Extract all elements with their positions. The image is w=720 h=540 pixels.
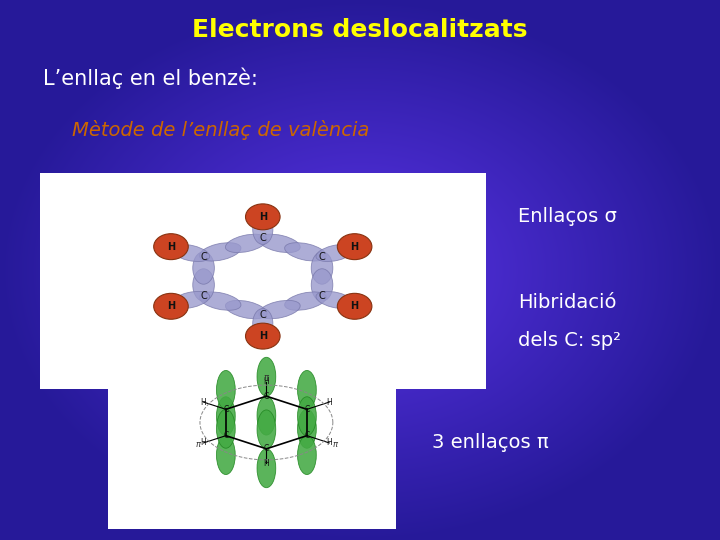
Ellipse shape [258, 234, 300, 253]
Ellipse shape [193, 269, 215, 301]
Text: H: H [264, 459, 269, 468]
Ellipse shape [171, 292, 210, 308]
Ellipse shape [217, 409, 235, 448]
Text: C: C [264, 444, 269, 453]
Ellipse shape [253, 215, 273, 245]
Ellipse shape [193, 252, 215, 284]
Text: H: H [258, 331, 267, 341]
Text: C: C [223, 431, 228, 440]
Text: H: H [201, 438, 207, 448]
Text: Mètode de l’enllaç de valència: Mètode de l’enllaç de valència [72, 119, 369, 140]
Text: C: C [200, 252, 207, 262]
FancyBboxPatch shape [40, 173, 486, 389]
Ellipse shape [316, 245, 354, 261]
Ellipse shape [225, 234, 267, 253]
Ellipse shape [217, 397, 235, 436]
Ellipse shape [284, 242, 326, 261]
Text: C: C [264, 392, 269, 401]
Text: H: H [326, 397, 332, 407]
Text: C: C [319, 291, 325, 301]
Ellipse shape [225, 300, 267, 319]
Ellipse shape [284, 292, 326, 310]
Text: H: H [167, 301, 175, 311]
Ellipse shape [297, 409, 316, 448]
Text: H: H [326, 438, 332, 448]
Text: C: C [259, 310, 266, 320]
Ellipse shape [297, 436, 316, 475]
Ellipse shape [253, 308, 273, 338]
Ellipse shape [257, 449, 276, 488]
Text: Hibridació: Hibridació [518, 293, 617, 312]
Circle shape [153, 234, 188, 260]
Text: C: C [319, 252, 325, 262]
Text: C: C [305, 405, 310, 414]
Ellipse shape [199, 242, 241, 261]
Ellipse shape [297, 397, 316, 436]
Circle shape [246, 204, 280, 230]
Text: H: H [351, 242, 359, 252]
Ellipse shape [297, 370, 316, 409]
Text: H: H [167, 242, 175, 252]
Text: π: π [195, 440, 200, 449]
Ellipse shape [171, 245, 210, 261]
Ellipse shape [258, 300, 300, 319]
Text: H: H [264, 377, 269, 386]
Circle shape [246, 323, 280, 349]
Circle shape [338, 234, 372, 260]
Text: Enllaços σ: Enllaços σ [518, 206, 617, 226]
Text: C: C [223, 405, 228, 414]
Text: L’enllaç en el benzè:: L’enllaç en el benzè: [43, 68, 258, 89]
Text: H: H [258, 212, 267, 222]
Circle shape [153, 293, 188, 319]
Text: C: C [305, 431, 310, 440]
Text: C: C [259, 233, 266, 243]
Ellipse shape [316, 292, 354, 308]
Ellipse shape [257, 410, 276, 449]
Ellipse shape [311, 269, 333, 301]
Text: 3 enllaços π: 3 enllaços π [432, 433, 549, 453]
Circle shape [338, 293, 372, 319]
Ellipse shape [217, 436, 235, 475]
Text: H: H [201, 397, 207, 407]
Text: π: π [333, 440, 338, 449]
Ellipse shape [257, 357, 276, 396]
Text: C: C [200, 291, 207, 301]
Ellipse shape [257, 396, 276, 435]
Text: dels C: sp²: dels C: sp² [518, 330, 621, 350]
Ellipse shape [311, 252, 333, 284]
Ellipse shape [199, 292, 241, 310]
Text: Electrons deslocalitzats: Electrons deslocalitzats [192, 18, 528, 42]
Text: π: π [264, 373, 269, 382]
Text: H: H [351, 301, 359, 311]
Ellipse shape [217, 370, 235, 409]
FancyBboxPatch shape [108, 324, 396, 529]
